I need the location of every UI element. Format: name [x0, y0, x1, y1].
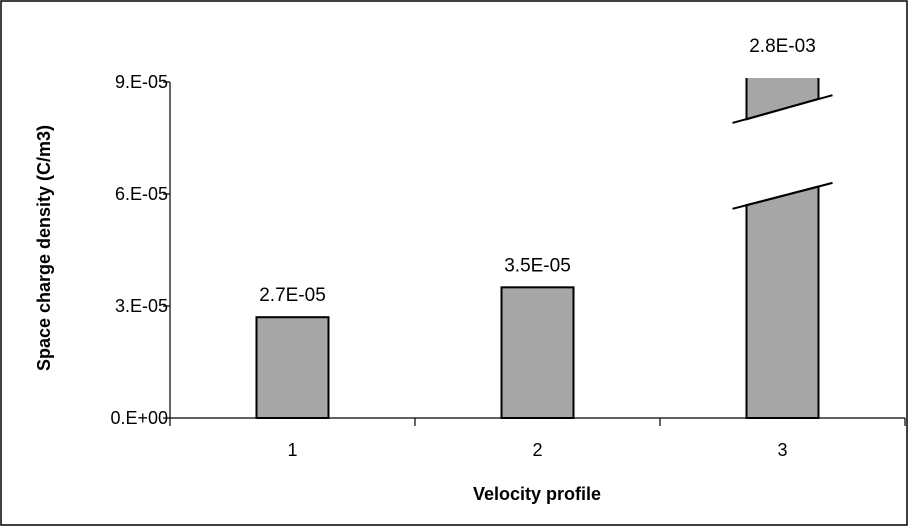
data-label-2: 3.5E-05	[504, 255, 571, 276]
y-tick-label: 9.E-05	[115, 72, 168, 92]
x-tick-label-1: 1	[287, 440, 297, 460]
axis-break-mark	[732, 181, 833, 210]
data-label-1: 2.7E-05	[259, 285, 326, 306]
axis-break-mark	[732, 94, 833, 124]
data-label-3: 2.8E-03	[749, 36, 816, 57]
y-axis-title: Space charge density (C/m3)	[34, 125, 54, 371]
bar-1	[255, 316, 330, 420]
y-tick-label: 6.E-05	[115, 184, 168, 204]
x-axis-title: Velocity profile	[473, 484, 601, 504]
x-tick-label-3: 3	[777, 440, 787, 460]
y-tick-label: 3.E-05	[115, 296, 168, 316]
x-tick-label-2: 2	[532, 440, 542, 460]
bar-2	[500, 286, 575, 420]
y-tick-label: 0.E+00	[110, 408, 168, 428]
bar-3-lower	[745, 185, 820, 419]
